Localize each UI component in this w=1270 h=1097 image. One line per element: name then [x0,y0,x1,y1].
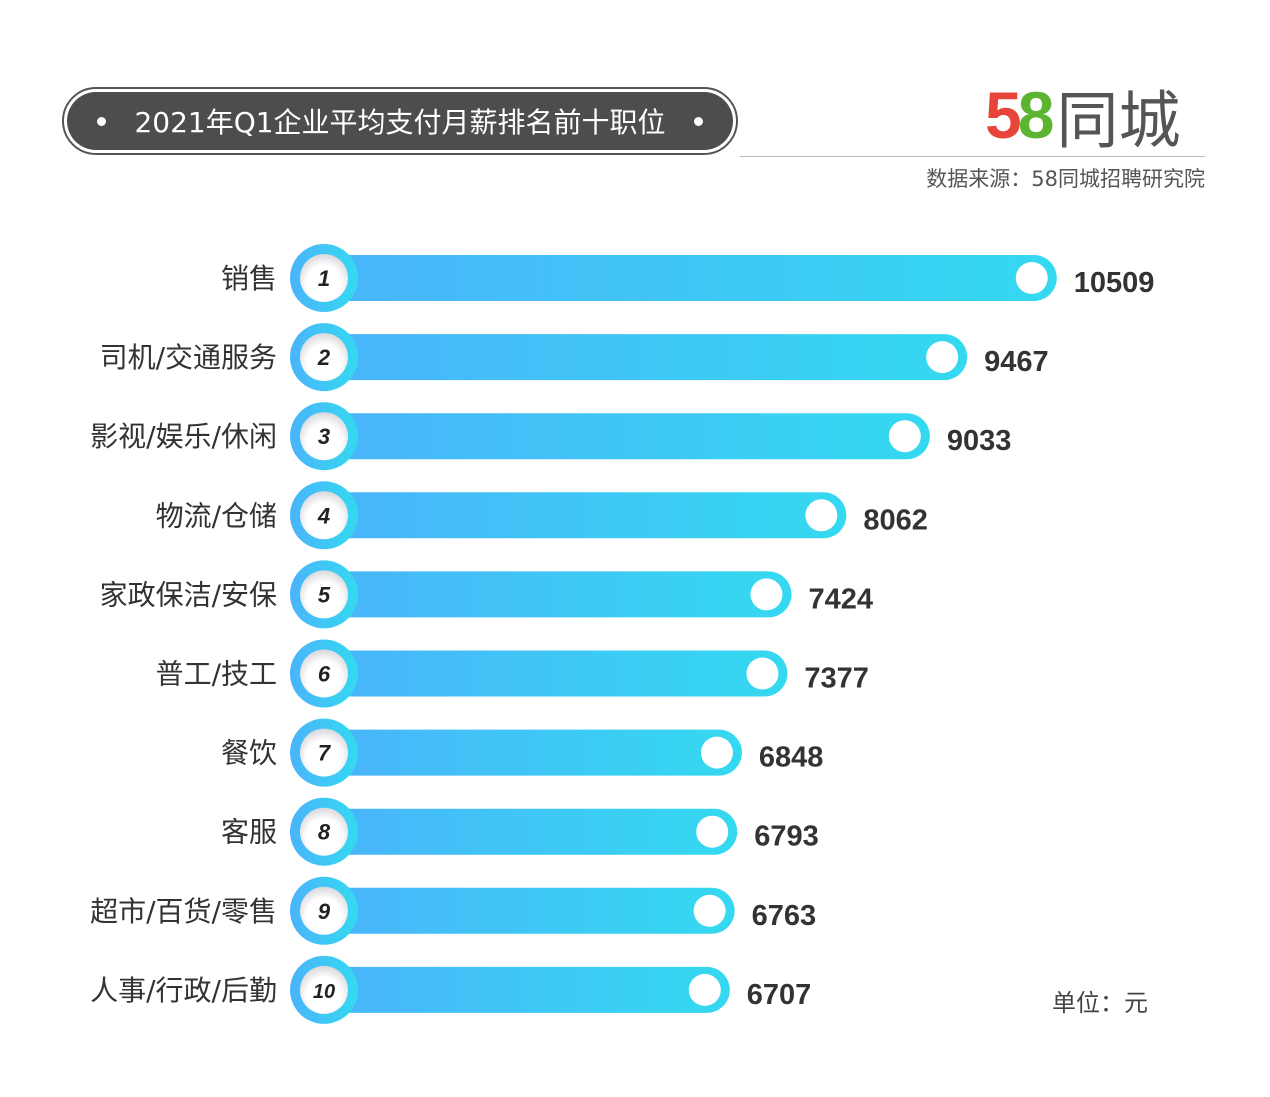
rank-badge [300,333,348,382]
rank-badge [300,886,348,935]
bar [324,729,742,776]
bar-end-knob [805,499,838,532]
rank-badge [300,649,348,698]
bar [324,887,735,934]
bar-end-knob [746,657,779,690]
bar-end-knob [696,815,729,848]
data-source: 数据来源：58同城招聘研究院 [926,167,1205,191]
value-label: 8062 [863,504,928,536]
bar-end-knob [693,894,726,927]
category-label: 家政保洁/安保 [100,578,277,611]
logo-number: 58 [985,78,1054,152]
category-label: 餐饮 [221,737,277,770]
rank-label: 5 [318,582,331,607]
bar-end-knob [888,420,921,453]
chart-title: 2021年Q1企业平均支付月薪排名前十职位 [134,106,666,139]
rank-label: 3 [318,424,330,449]
rank-badge [300,570,348,619]
rank-badge [300,412,348,461]
bar-end-knob [926,341,959,374]
category-label: 司机/交通服务 [100,341,277,374]
value-label: 10509 [1074,267,1155,299]
bar [324,966,730,1013]
value-label: 7424 [808,583,873,615]
value-label: 6848 [759,742,824,774]
rank-label: 1 [318,266,330,291]
bullet-dot [693,116,703,126]
rank-label: 9 [318,899,331,924]
unit-label: 单位：元 [1052,989,1148,1017]
category-label: 人事/行政/后勤 [90,974,277,1007]
bar [324,650,788,697]
value-label: 6793 [754,821,819,853]
rank-badge [300,965,348,1014]
value-label: 6707 [747,979,812,1011]
bar [324,413,930,460]
bar [324,334,968,381]
logo-text: 同城 [1056,84,1181,157]
bar-end-knob [700,736,733,769]
category-label: 影视/娱乐/休闲 [90,420,277,453]
bar-end-knob [688,973,721,1006]
divider [740,156,1205,157]
bar [324,255,1057,301]
category-label: 客服 [221,816,277,849]
rank-label: 10 [313,981,335,1003]
category-label: 超市/百货/零售 [90,895,277,928]
logo-58tongcheng: 58 同城 [985,78,1180,157]
bar-end-knob [1015,262,1048,294]
rank-label: 2 [317,345,331,370]
rank-badge [300,491,348,540]
rank-badge [300,807,348,856]
bar [324,571,792,618]
rank-badge [300,728,348,777]
value-label: 9467 [984,346,1049,378]
value-label: 9033 [947,425,1012,457]
category-label: 物流/仓储 [156,499,277,532]
rank-label: 7 [318,741,332,766]
rank-label: 8 [318,820,331,845]
bar [324,492,847,539]
category-label: 销售 [221,262,277,295]
value-label: 7377 [804,663,869,695]
title-pill: 2021年Q1企业平均支付月薪排名前十职位 [62,87,738,155]
value-label: 6763 [752,900,817,932]
rank-label: 6 [318,662,331,687]
category-label: 普工/技工 [156,658,277,691]
rank-label: 4 [317,503,330,528]
bar-end-knob [750,578,783,611]
rank-badge [300,254,348,302]
bullet-dot [97,116,107,126]
bar [324,808,738,855]
